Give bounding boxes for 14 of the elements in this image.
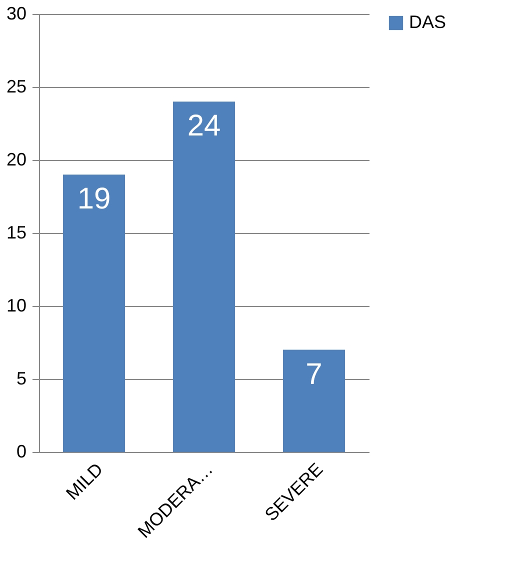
bar xyxy=(283,350,345,452)
y-tick-label: 20 xyxy=(6,150,26,170)
legend-label: DAS xyxy=(409,12,446,32)
y-tick-label: 15 xyxy=(6,222,26,242)
data-label: 24 xyxy=(187,110,221,143)
y-tick-label: 30 xyxy=(6,4,26,24)
bar xyxy=(63,174,125,452)
y-tick-label: 10 xyxy=(6,296,26,316)
bar xyxy=(173,102,235,452)
data-label: 7 xyxy=(306,358,322,391)
y-tick-label: 0 xyxy=(16,442,26,462)
y-tick-label: 25 xyxy=(6,76,26,96)
y-tick-label: 5 xyxy=(16,368,26,388)
data-label: 19 xyxy=(77,182,111,216)
